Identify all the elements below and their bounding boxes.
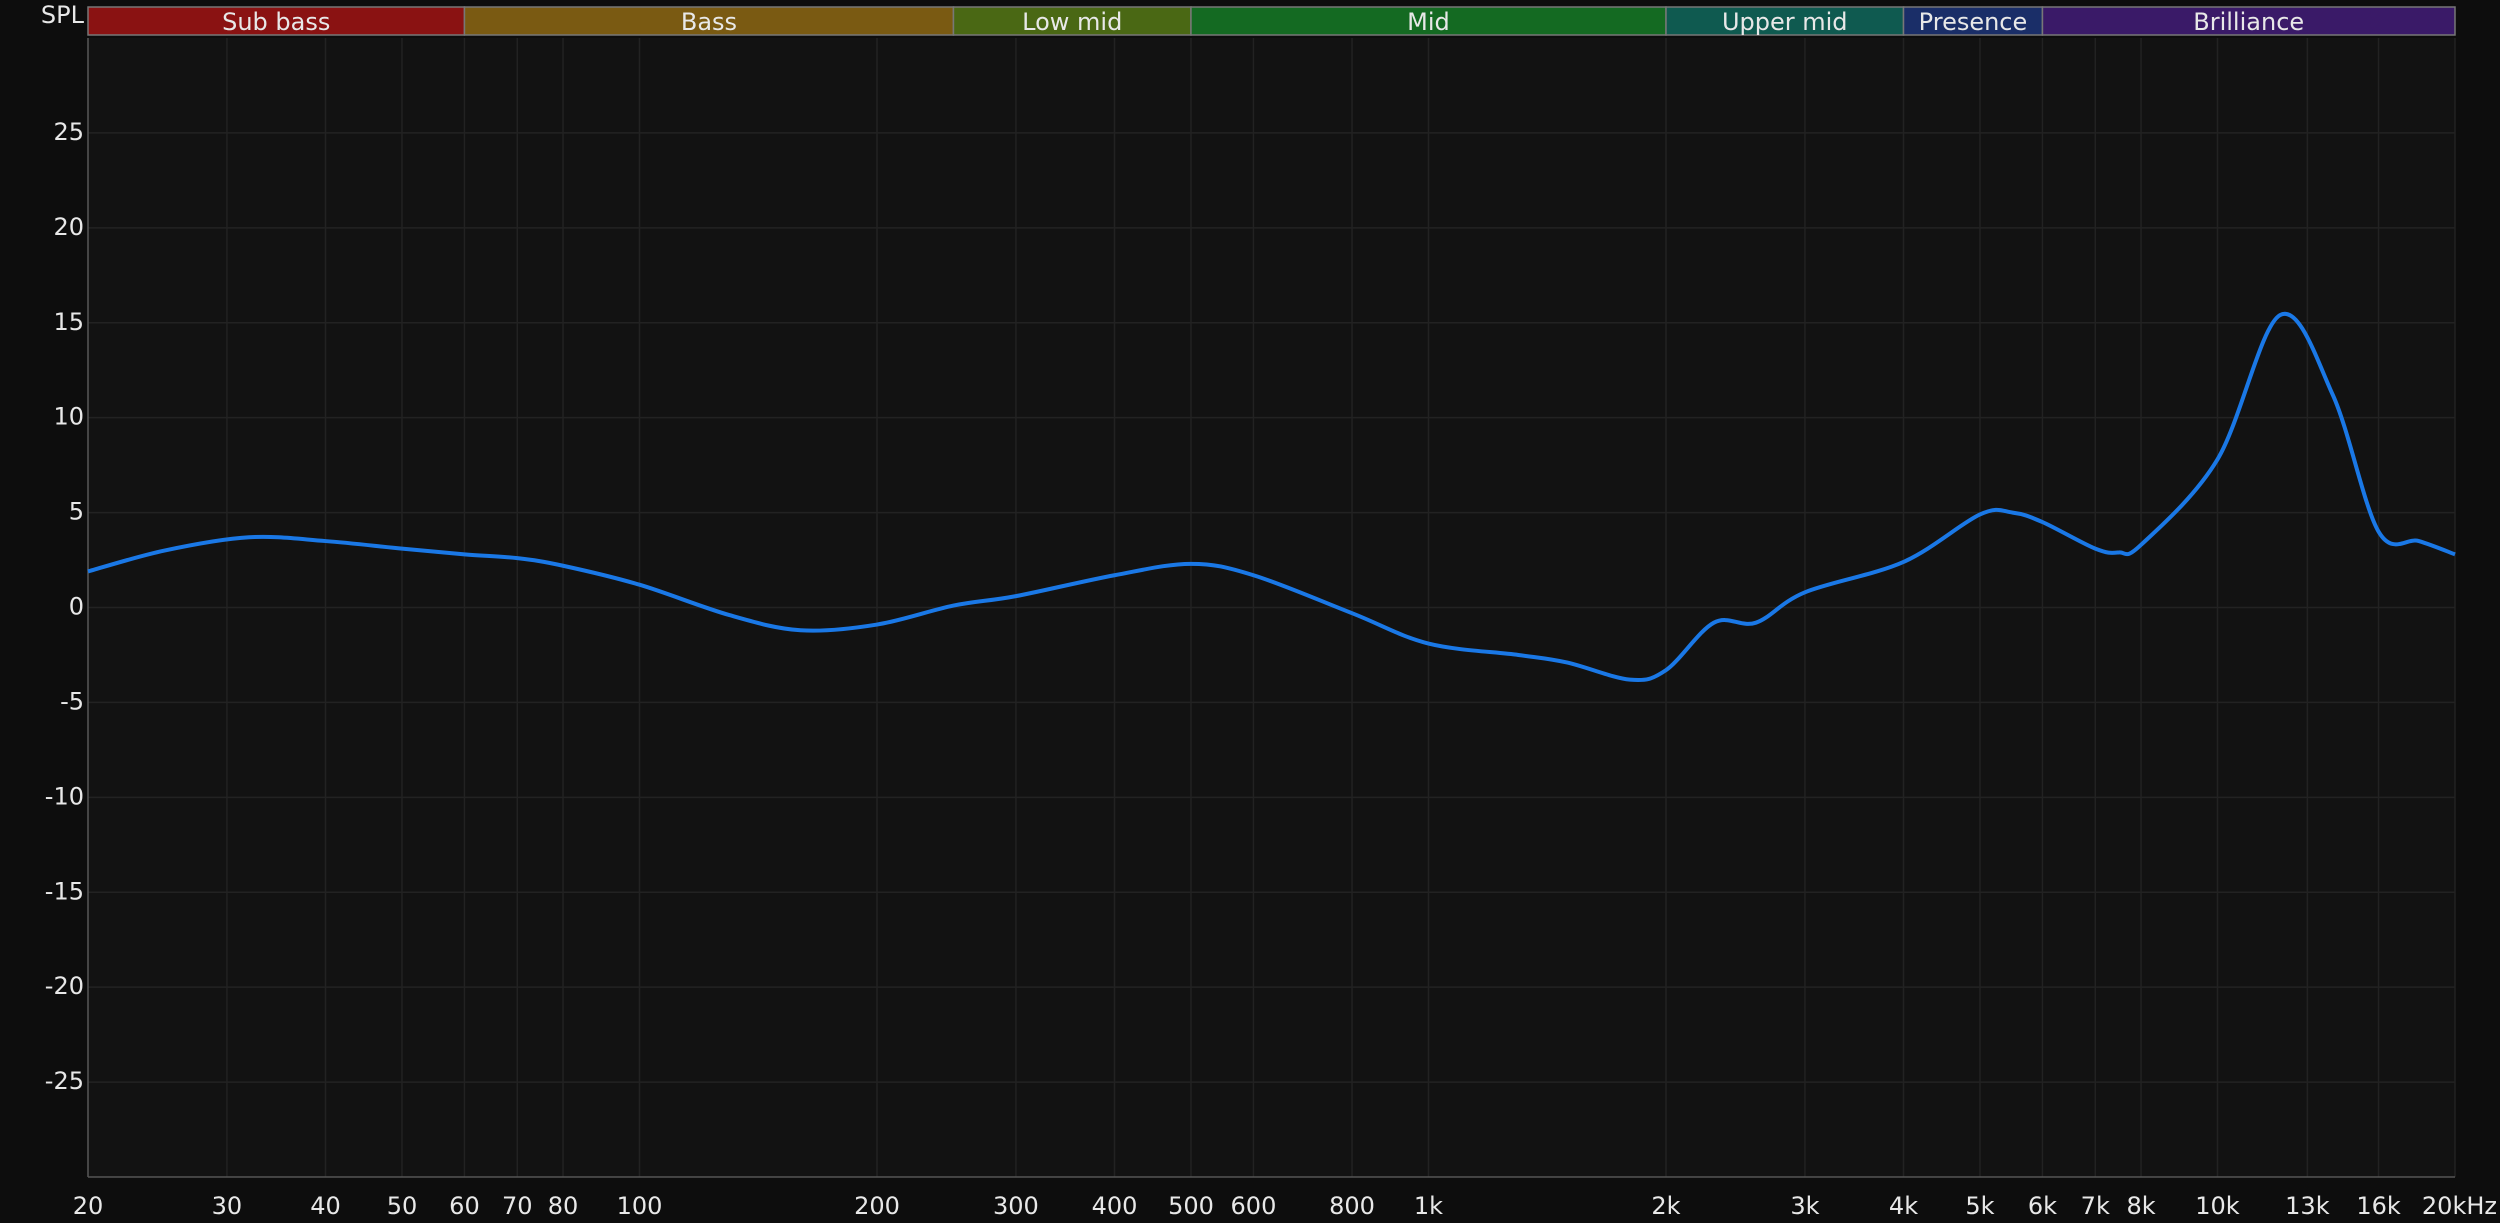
x-tick-label: 80 xyxy=(548,1192,579,1220)
y-tick-label: 25 xyxy=(53,118,84,146)
x-tick-label: 4k xyxy=(1889,1192,1918,1220)
band xyxy=(87,6,466,36)
x-tick-label: 500 xyxy=(1168,1192,1214,1220)
band xyxy=(952,6,1192,36)
band-label: Bass xyxy=(681,8,737,36)
x-tick-label: 16k xyxy=(2356,1192,2401,1220)
y-tick-label: 15 xyxy=(53,308,84,336)
y-tick-label: -15 xyxy=(45,877,84,905)
x-tick-label: 200 xyxy=(854,1192,900,1220)
x-tick-label: 20 xyxy=(73,1192,104,1220)
x-tick-label: 40 xyxy=(310,1192,341,1220)
x-tick-label: 3k xyxy=(1790,1192,1819,1220)
y-axis-label: SPL xyxy=(41,1,85,29)
band xyxy=(2041,6,2456,36)
band-label: Upper mid xyxy=(1722,8,1848,36)
y-tick-label: -10 xyxy=(45,782,84,810)
x-tick-label: 6k xyxy=(2028,1192,2057,1220)
y-tick-label: -5 xyxy=(60,687,84,715)
x-tick-label: 60 xyxy=(449,1192,480,1220)
band-label: Brilliance xyxy=(2193,8,2304,36)
x-tick-label: 1k xyxy=(1414,1192,1443,1220)
y-tick-label: 10 xyxy=(53,403,84,431)
x-tick-label: 400 xyxy=(1092,1192,1138,1220)
band-label: Low mid xyxy=(1022,8,1122,36)
x-tick-label: 5k xyxy=(1965,1192,1994,1220)
x-tick-label: 10k xyxy=(2195,1192,2240,1220)
y-tick-label: -20 xyxy=(45,972,84,1000)
band xyxy=(1665,6,1905,36)
x-tick-label: 300 xyxy=(993,1192,1039,1220)
x-tick-label: 2k xyxy=(1651,1192,1680,1220)
y-tick-label: -25 xyxy=(45,1067,84,1095)
band xyxy=(463,6,955,36)
band xyxy=(1190,6,1667,36)
y-tick-label: 20 xyxy=(53,213,84,241)
y-tick-label: 5 xyxy=(69,498,84,526)
y-tick-label: 0 xyxy=(69,593,84,621)
band-label: Presence xyxy=(1919,8,2028,36)
band-label: Sub bass xyxy=(222,8,330,36)
x-tick-label: 8k xyxy=(2126,1192,2155,1220)
x-tick-label: 800 xyxy=(1329,1192,1375,1220)
x-tick-label: 30 xyxy=(212,1192,243,1220)
x-tick-label: 20kHz xyxy=(2422,1192,2497,1220)
band-label: Mid xyxy=(1407,8,1450,36)
x-tick-label: 100 xyxy=(617,1192,663,1220)
x-tick-label: 600 xyxy=(1231,1192,1277,1220)
x-tick-label: 13k xyxy=(2285,1192,2330,1220)
x-tick-label: 7k xyxy=(2081,1192,2110,1220)
response-curve xyxy=(87,311,2456,683)
x-tick-label: 70 xyxy=(502,1192,533,1220)
x-tick-label: 50 xyxy=(387,1192,418,1220)
